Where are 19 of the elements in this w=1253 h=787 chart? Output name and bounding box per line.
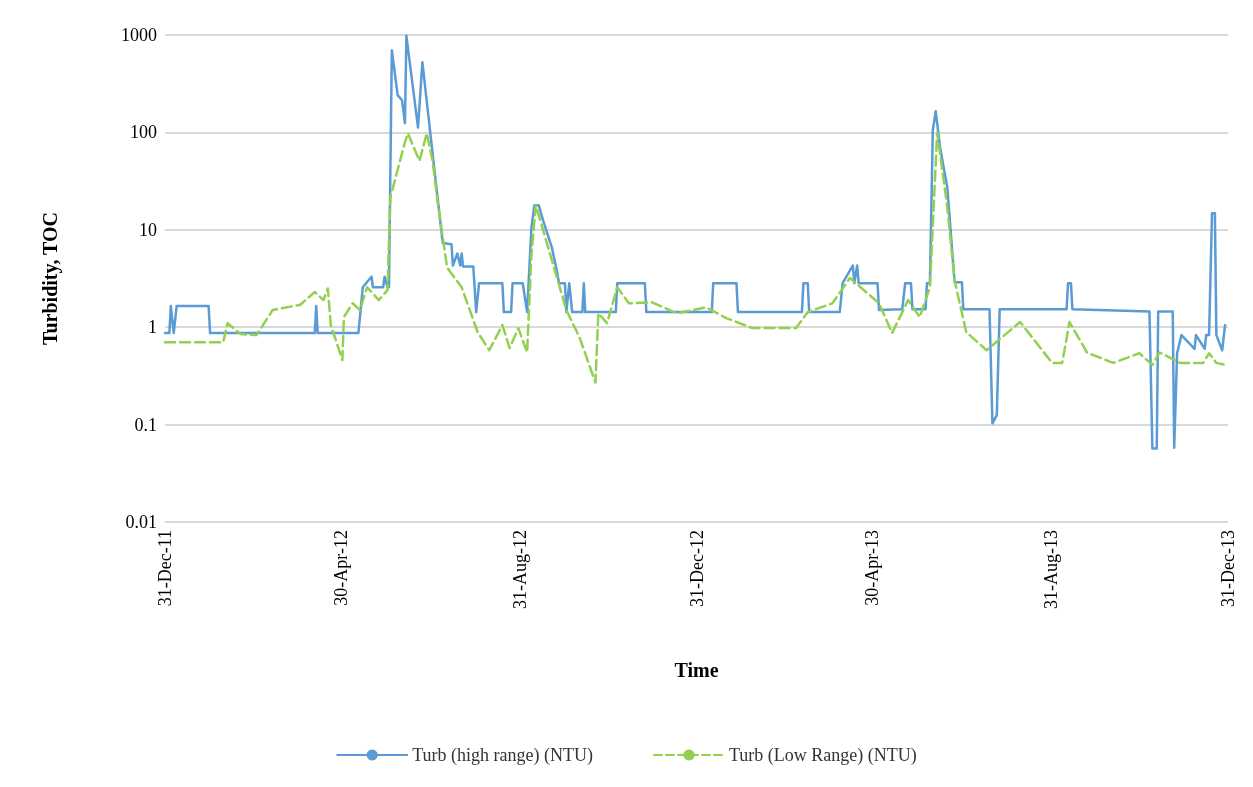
y-tick-label: 10 [139, 219, 157, 240]
y-tick-label: 1000 [121, 25, 157, 45]
y-tick-label: 1 [148, 317, 157, 338]
legend-label: Turb (Low Range) (NTU) [729, 745, 917, 766]
legend-label: Turb (high range) (NTU) [412, 745, 594, 766]
x-tick-label: 31-Dec-13 [1218, 530, 1238, 607]
x-tick-label: 31-Dec-11 [155, 530, 175, 607]
x-tick-label: 31-Aug-12 [509, 530, 530, 609]
x-tick-label: 30-Apr-12 [330, 530, 351, 606]
y-tick-label: 0.1 [134, 414, 157, 435]
line-series [163, 34, 1227, 450]
x-tick-label: 31-Dec-12 [687, 530, 708, 607]
x-tick-label: 30-Apr-13 [861, 530, 882, 606]
y-axis-title: Turbidity, TOC [39, 211, 62, 346]
line-series [163, 131, 1227, 384]
x-axis-title: Time [674, 659, 719, 681]
x-tick-label: 31-Aug-13 [1040, 530, 1061, 609]
y-tick-label: 0.01 [125, 512, 157, 532]
y-tick-label: 100 [130, 122, 157, 143]
